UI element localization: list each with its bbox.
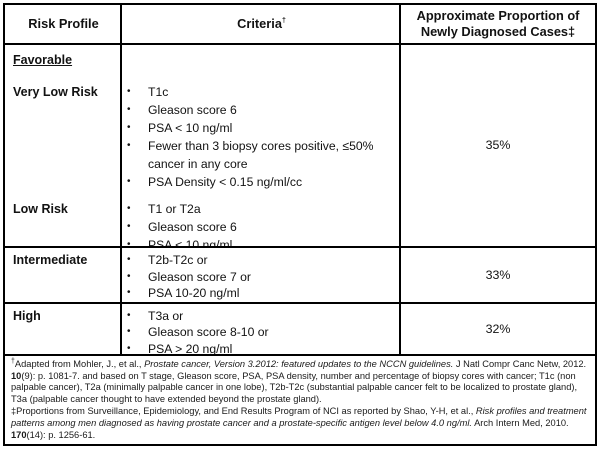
criteria-text: PSA < 10 ng/ml [148,237,233,248]
bullet-icon: • [127,309,131,321]
criteria-bullet: • T1c [122,83,387,101]
footnote-text-segment: 170 [11,430,27,441]
criteria-bullet-list: • T1c • Gleason score 6 • PSA < 10 ng/ml • Fewe… [122,83,401,191]
criteria-bullet-list: • T1 or T2a • Gleason score 6 • PSA < 10 ng/m… [122,200,401,248]
risk-label: Favorable [13,52,73,67]
criteria-bullet: • Gleason score 6 [122,218,387,236]
column-divider [399,303,401,354]
criteria-bullet: • Fewer than 3 biopsy cores positive, ≤50… [122,137,387,173]
intermediate-groups: Intermediate • T2b-T2c or • Gleason score 7 … [5,248,401,302]
proportion-value: 35% [485,138,511,153]
footnote-text-segment: (9): p. 1081-7. and based on T stage, Gl… [11,370,578,405]
bullet-icon: • [127,139,131,151]
bullet-icon: • [127,326,131,338]
criteria-bullet: • Gleason score 7 or [122,269,387,286]
footnote-proportions-source: ‡Proportions from Surveillance, Epidemio… [11,406,589,442]
criteria-text: Gleason score 6 [148,102,237,117]
footnote-text-segment: † [11,357,15,365]
criteria-text: T3a or [148,308,184,323]
criteria-text: Gleason score 6 [148,219,237,234]
criteria-text: PSA < 10 ng/ml [148,120,233,135]
column-divider [399,44,401,246]
criteria-text: PSA > 20 ng/ml [148,342,233,356]
criteria-text: Fewer than 3 biopsy cores positive, ≤50%… [148,138,374,171]
footnote-text-segment: ‡Proportions from Surveillance, Epidemio… [11,406,476,417]
footnote-text-segment: Arch Intern Med, 2010. [472,418,569,429]
risk-label: Intermediate [13,252,88,267]
risk-group: High • T3a or • Gleason score 8-10 or • PSA > … [5,308,401,356]
risk-group: Favorable [5,51,401,69]
header-risk-profile: Risk Profile [28,16,99,32]
column-divider [120,303,122,354]
risk-group: Intermediate • T2b-T2c or • Gleason score 7 … [5,252,401,302]
criteria-bullet: • PSA < 10 ng/ml [122,119,387,137]
bullet-icon: • [127,270,131,282]
proportion-value: 33% [485,267,511,282]
criteria-text: T1c [148,84,169,99]
dagger-symbol: † [281,18,286,26]
bullet-icon: • [127,220,131,232]
table-header-row: Risk Profile Criteria† Approximate Propo… [5,5,595,45]
column-divider [399,247,401,302]
column-divider [120,5,122,43]
bullet-icon: • [127,238,131,248]
header-proportion: Approximate Proportion of Newly Diagnose… [416,7,580,39]
bullet-icon: • [127,175,131,187]
criteria-bullet: • T3a or [122,308,387,325]
criteria-text: T1 or T2a [148,201,201,216]
footnote-text-segment: Risk profiles and treatment patterns amo… [11,406,587,429]
criteria-bullet: • PSA < 10 ng/ml [122,236,387,248]
bullet-icon: • [127,121,131,133]
footnote-text-segment: (14): p. 1256-61. [26,430,96,441]
column-divider [399,5,401,43]
footnote-text-segment: J Natl Compr Canc Netw, 2012. [453,358,587,369]
table-row-intermediate: Intermediate • T2b-T2c or • Gleason score 7 … [5,247,595,304]
header-criteria-label: Criteria [237,16,282,32]
footnotes-section: †Adapted from Mohler, J., et al., Prosta… [5,356,595,444]
footnote-adapted-criteria: †Adapted from Mohler, J., et al., Prosta… [11,357,589,407]
column-divider [120,247,122,302]
criteria-text: PSA 10-20 ng/ml [148,286,240,301]
criteria-bullet-list: • T3a or • Gleason score 8-10 or • PSA > 20 n… [122,308,401,356]
high-groups: High • T3a or • Gleason score 8-10 or • PSA > … [5,304,401,354]
proportion-value: 32% [485,321,511,336]
criteria-bullet: • PSA 10-20 ng/ml [122,285,387,301]
footnote-text-segment: 10 [11,370,22,381]
criteria-text: PSA Density < 0.15 ng/ml/cc [148,174,303,189]
bullet-icon: • [127,253,131,265]
criteria-bullet: • PSA Density < 0.15 ng/ml/cc [122,173,387,191]
criteria-bullet: • Gleason score 8-10 or [122,324,387,341]
table-row-high: High • T3a or • Gleason score 8-10 or • PSA > … [5,303,595,356]
criteria-text: Gleason score 8-10 or [148,325,269,340]
criteria-text: Gleason score 7 or [148,269,251,284]
footnote-text-segment: Prostate cancer, Version 3.2012: feature… [144,358,454,369]
bullet-icon: • [127,103,131,115]
column-divider [120,44,122,246]
risk-group: Very Low Risk • T1c • Gleason score 6 • PSA < … [5,83,401,191]
table-row-favorable: Favorable Very Low Risk • T1c • Gleason score… [5,44,595,248]
criteria-bullet: • Gleason score 6 [122,101,387,119]
risk-group: Low Risk • T1 or T2a • Gleason score 6 • PSA <… [5,200,401,248]
risk-label: High [13,308,41,323]
table-frame: Risk Profile Criteria† Approximate Propo… [3,3,597,446]
bullet-icon: • [127,202,131,214]
criteria-bullet: • PSA > 20 ng/ml [122,341,387,356]
favorable-groups: Favorable Very Low Risk • T1c • Gleason score… [5,45,401,246]
criteria-bullet: • T1 or T2a [122,200,387,218]
bullet-icon: • [127,85,131,97]
criteria-bullet-list: • T2b-T2c or • Gleason score 7 or • PSA 10-20… [122,252,401,302]
risk-label: Very Low Risk [13,84,98,99]
footnote-text-segment: Adapted from Mohler, J., et al., [14,358,145,369]
header-criteria: Criteria† [122,16,401,31]
risk-label: Low Risk [13,201,68,216]
criteria-text: T2b-T2c or [148,252,208,267]
bullet-icon: • [127,343,131,355]
bullet-icon: • [127,287,131,299]
criteria-bullet: • T2b-T2c or [122,252,387,269]
